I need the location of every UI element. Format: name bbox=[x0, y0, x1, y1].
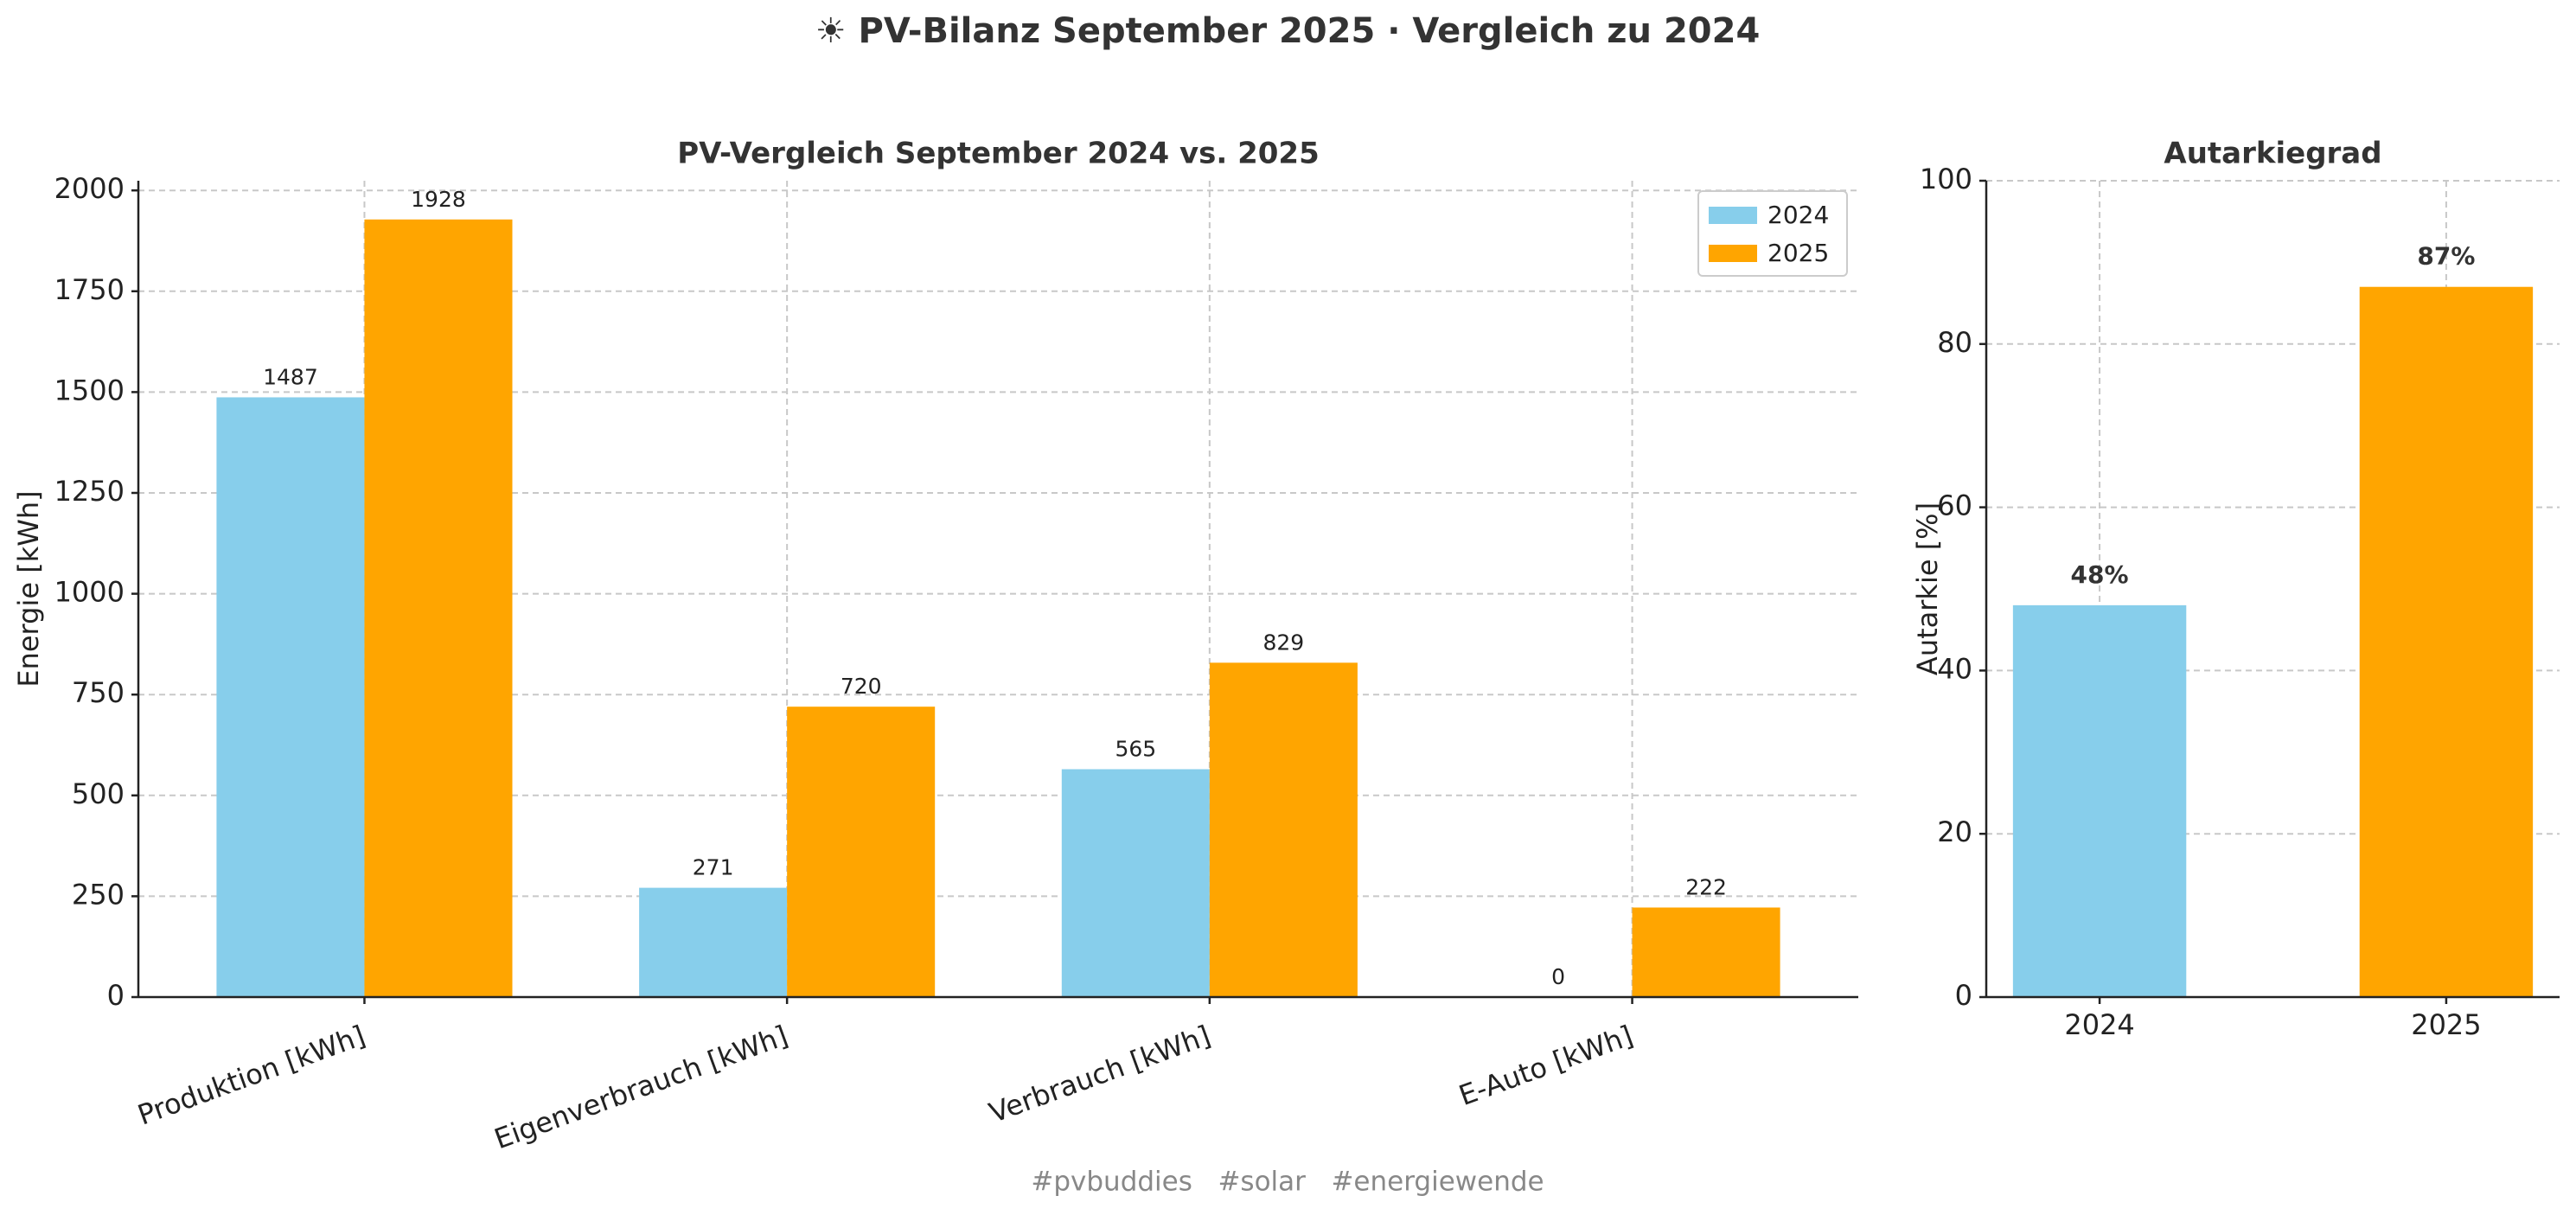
data-label: 720 bbox=[841, 674, 882, 699]
x-tick-label: 2024 bbox=[2064, 1008, 2134, 1041]
x-tick-label: 2025 bbox=[2411, 1008, 2481, 1041]
data-label: 1487 bbox=[263, 364, 318, 389]
y-tick-label: 2000 bbox=[54, 172, 125, 205]
y-tick-label: 0 bbox=[1955, 979, 1972, 1012]
bar bbox=[216, 397, 365, 997]
bar bbox=[1061, 769, 1210, 997]
bar bbox=[639, 887, 788, 997]
y-tick-label: 500 bbox=[72, 777, 125, 810]
bar bbox=[1632, 907, 1780, 997]
y-tick-label: 1500 bbox=[54, 374, 125, 406]
x-tick-label: Eigenverbrauch [kWh] bbox=[490, 1019, 792, 1155]
legend-swatch bbox=[1709, 207, 1757, 224]
x-tick-label: Produktion [kWh] bbox=[133, 1019, 369, 1131]
bar bbox=[2012, 604, 2187, 997]
footer: #pvbuddies #solar #energiewende bbox=[1031, 1167, 1544, 1198]
y-tick-label: 750 bbox=[72, 676, 125, 709]
y-tick-label: 0 bbox=[107, 979, 125, 1012]
y-tick-label: 40 bbox=[1937, 652, 1972, 685]
bar bbox=[1209, 662, 1358, 997]
y-tick-label: 20 bbox=[1937, 815, 1972, 848]
bar bbox=[364, 219, 513, 997]
data-label: 1928 bbox=[411, 187, 466, 212]
legend-label: 2025 bbox=[1767, 239, 1829, 267]
data-label: 222 bbox=[1685, 874, 1727, 899]
figure-title: ☀ PV-Bilanz September 2025 · Vergleich z… bbox=[815, 11, 1761, 51]
chart-title: PV-Vergleich September 2024 vs. 2025 bbox=[677, 137, 1319, 171]
y-tick-label: 100 bbox=[1920, 163, 1972, 195]
data-label: 48% bbox=[2071, 560, 2129, 589]
chart-title: Autarkiegrad bbox=[2164, 137, 2381, 171]
y-tick-label: 80 bbox=[1937, 326, 1972, 359]
x-tick-label: E-Auto [kWh] bbox=[1454, 1019, 1637, 1112]
data-label: 271 bbox=[693, 855, 734, 880]
bar bbox=[787, 707, 936, 997]
data-label: 565 bbox=[1115, 736, 1156, 761]
legend-swatch bbox=[1709, 245, 1757, 262]
y-axis-label: Autarkie [%] bbox=[1911, 502, 1944, 675]
y-tick-label: 1000 bbox=[54, 576, 125, 609]
legend-label: 2024 bbox=[1767, 201, 1829, 229]
y-tick-label: 1250 bbox=[54, 475, 125, 508]
y-tick-label: 60 bbox=[1937, 489, 1972, 522]
x-tick-label: Verbrauch [kWh] bbox=[985, 1019, 1215, 1129]
data-label: 87% bbox=[2417, 242, 2475, 271]
bar bbox=[2359, 286, 2534, 998]
y-tick-label: 1750 bbox=[54, 273, 125, 306]
data-label: 0 bbox=[1551, 964, 1565, 989]
y-tick-label: 250 bbox=[72, 878, 125, 911]
y-axis-label: Energie [kWh] bbox=[12, 490, 45, 687]
data-label: 829 bbox=[1263, 630, 1305, 655]
